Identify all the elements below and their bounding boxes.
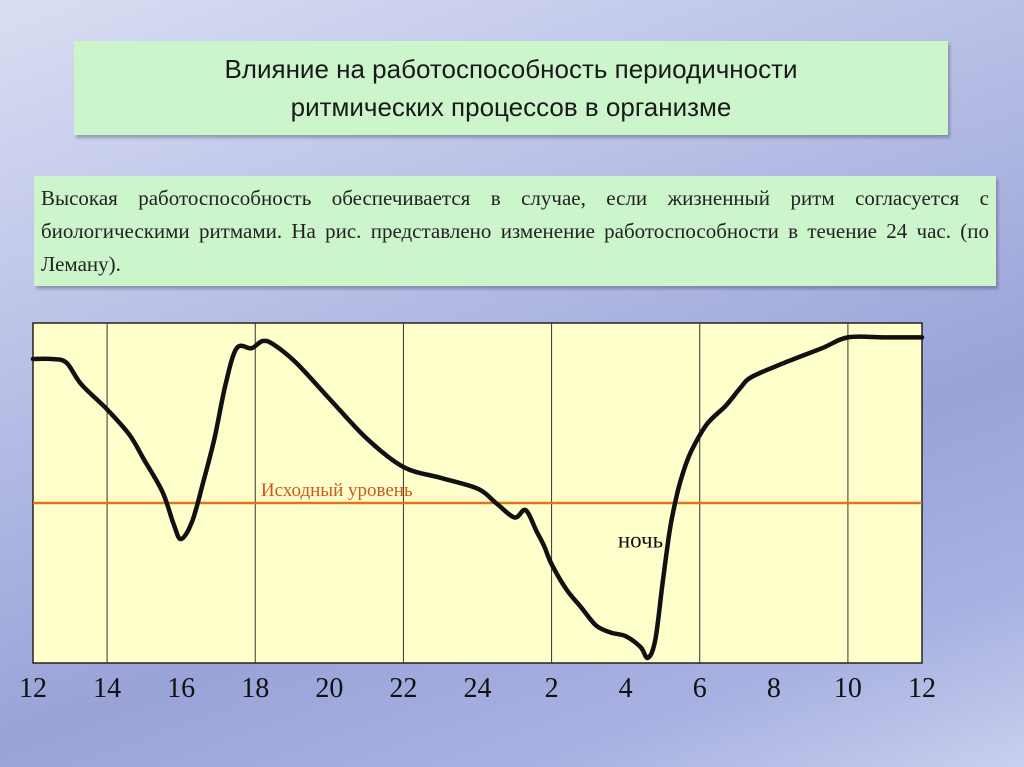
x-tick-label: 16	[167, 673, 195, 704]
annotation-label: ночь	[618, 528, 663, 553]
description-text: Высокая работоспособность обеспечивается…	[41, 186, 989, 276]
description-box: Высокая работоспособность обеспечивается…	[34, 176, 996, 286]
x-tick-label: 12	[19, 673, 47, 704]
x-tick-label: 6	[693, 673, 707, 704]
x-tick-label: 10	[834, 673, 862, 704]
title-box: Влияние на работоспособность периодичнос…	[74, 41, 948, 135]
x-tick-label: 14	[93, 673, 121, 704]
x-tick-label: 8	[767, 673, 781, 704]
page-title-line-2: ритмических процессов в организме	[290, 92, 732, 122]
plot-area	[32, 322, 923, 664]
x-tick-label: 12	[908, 673, 936, 704]
page-title-line-1: Влияние на работоспособность периодичнос…	[224, 54, 798, 84]
x-tick-label: 20	[315, 673, 343, 704]
x-tick-label: 4	[619, 673, 633, 704]
x-tick-label: 24	[464, 673, 492, 704]
series-line	[30, 334, 925, 661]
x-tick-label: 18	[241, 673, 269, 704]
x-tick-label: 22	[389, 673, 417, 704]
baseline-label: Исходный уровень	[261, 480, 413, 501]
x-tick-label: 2	[545, 673, 559, 704]
